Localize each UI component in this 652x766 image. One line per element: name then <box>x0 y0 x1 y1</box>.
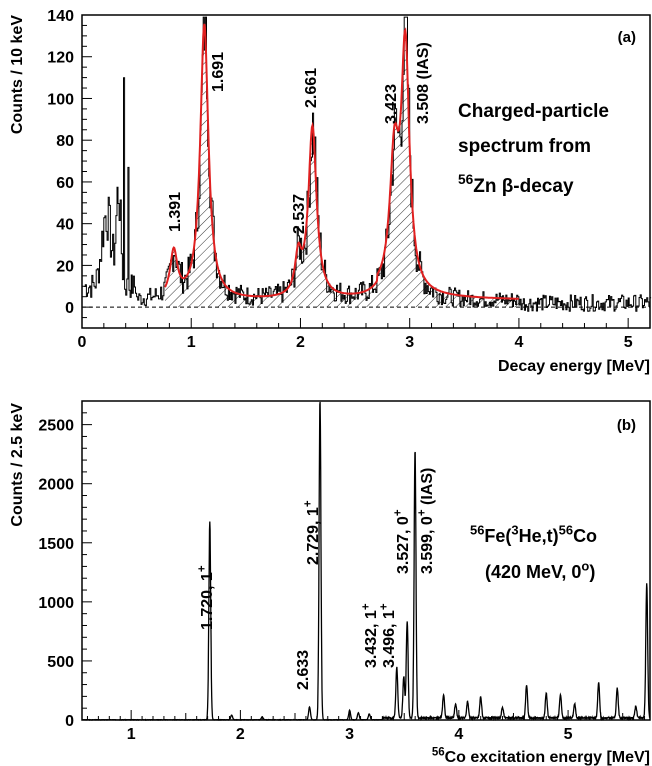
plot-frame <box>81 400 651 721</box>
y-tick-label: 40 <box>56 217 74 234</box>
panel-tag: (a) <box>618 29 636 46</box>
peak-label: 3.432, 1+ <box>360 603 380 668</box>
y-tick-label: 60 <box>56 175 74 192</box>
y-tick-label: 20 <box>56 258 74 275</box>
text-box-line: 56Zn β-decay <box>458 172 574 197</box>
x-tick-label: 5 <box>564 726 573 743</box>
peak-label: 3.508 (IAS) <box>415 42 432 124</box>
histogram-series <box>84 16 652 312</box>
y-tick-label: 0 <box>65 300 74 317</box>
beam-label: (420 MeV, 0o) <box>485 558 595 582</box>
x-tick-label: 4 <box>454 726 463 743</box>
x-tick-label: 1 <box>187 334 196 351</box>
panel-a-charged-particle-spectrum: 0 1 2 3 4 5 0 20 40 60 80 100 120 140 Decay energy [Me… <box>9 8 652 375</box>
panel-b-excitation-spectrum: 1 2 3 4 5 0 500 1000 1500 2000 2500 56Co excitation… <box>9 400 651 766</box>
y-tick-label: 120 <box>47 50 74 67</box>
x-tick-label: 2 <box>296 334 305 351</box>
excitation-series <box>81 401 651 722</box>
x-tick-label: 4 <box>514 334 523 351</box>
y-tick-label: 500 <box>47 654 74 671</box>
y-axis-label: Counts / 2.5 keV <box>9 403 26 527</box>
y-tick-label: 140 <box>47 8 74 25</box>
peak-label: 1.391 <box>167 192 184 232</box>
peak-label: 3.527, 0+ <box>392 509 412 574</box>
y-axis-label: Counts / 10 keV <box>9 15 26 134</box>
text-box-line: spectrum from <box>458 136 591 157</box>
fit-hatched-area <box>165 23 519 308</box>
x-tick-label: 0 <box>78 334 87 351</box>
x-tick-label: 3 <box>345 726 354 743</box>
y-tick-label: 1000 <box>38 595 74 612</box>
peak-label: 2.661 <box>303 68 320 108</box>
x-tick-label: 3 <box>405 334 414 351</box>
peak-label: 1.720, 1+ <box>196 565 216 630</box>
panel-tag: (b) <box>617 417 636 434</box>
peak-label: 3.599, 0+ (IAS) <box>416 468 436 574</box>
y-tick-label: 100 <box>47 91 74 108</box>
peak-label: 2.729, 1+ <box>302 500 322 565</box>
peak-label: 3.496, 1+ <box>378 603 398 668</box>
y-tick-label: 80 <box>56 133 74 150</box>
x-axis-label: 56Co excitation energy [MeV] <box>432 746 650 766</box>
y-tick-label: 1500 <box>38 536 74 553</box>
reaction-label: 56Fe(3He,t)56Co <box>470 522 597 546</box>
peak-label: 1.691 <box>210 52 227 92</box>
y-tick-label: 2000 <box>38 477 74 494</box>
fit-series <box>164 23 519 300</box>
y-tick-label: 0 <box>65 713 74 730</box>
peak-label: 3.423 <box>383 84 400 124</box>
y-tick-label: 2500 <box>38 418 74 435</box>
text-box-line: Charged-particle <box>458 101 609 122</box>
x-axis-label: Decay energy [MeV] <box>498 358 650 375</box>
x-tick-label: 1 <box>127 726 136 743</box>
peak-label: 2.537 <box>291 194 308 234</box>
x-tick-label: 2 <box>236 726 245 743</box>
peak-label: 2.633 <box>295 650 312 690</box>
x-tick-label: 5 <box>624 334 633 351</box>
